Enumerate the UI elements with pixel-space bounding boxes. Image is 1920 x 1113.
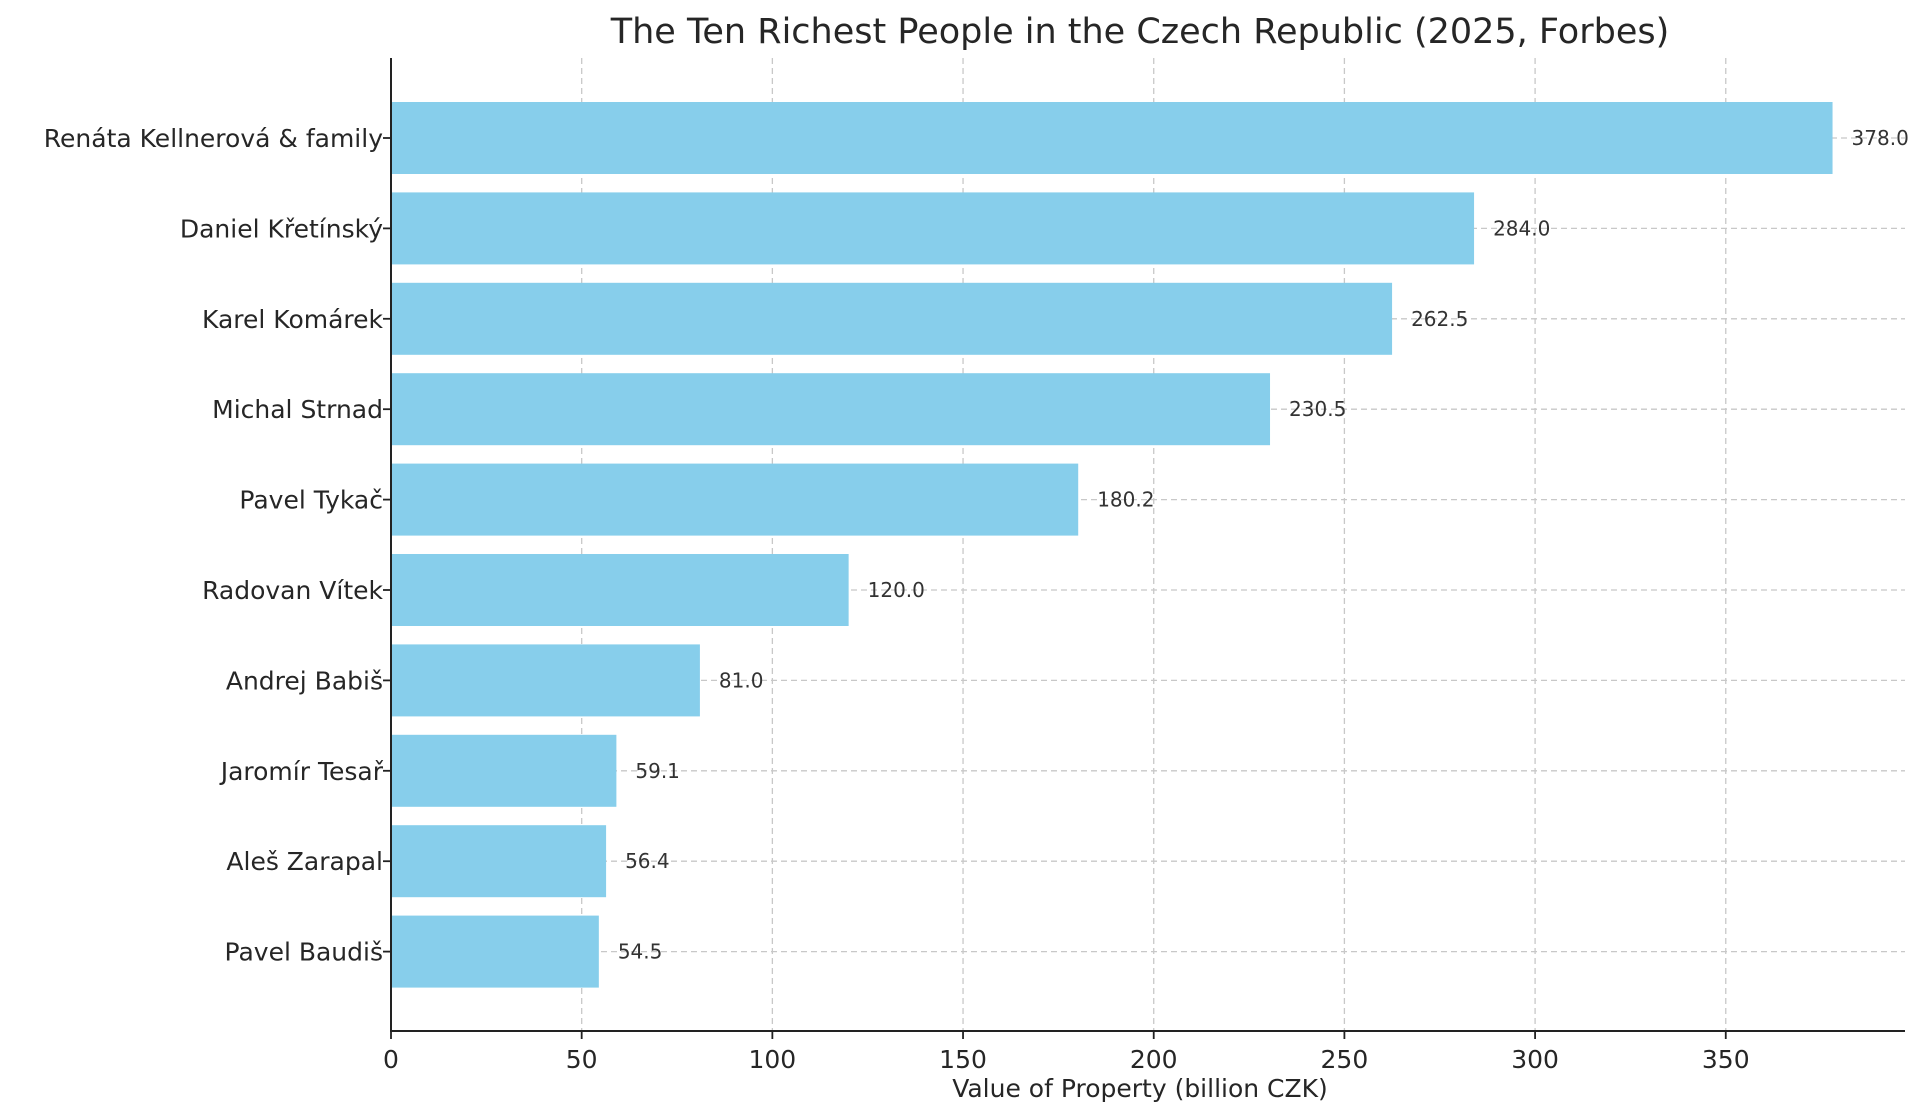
bar	[391, 463, 1079, 536]
bar-value-label: 262.5	[1411, 307, 1468, 331]
x-axis-label: Value of Property (billion CZK)	[952, 1074, 1328, 1103]
y-tick-label: Daniel Křetínský	[180, 214, 383, 243]
y-tick-label: Renáta Kellnerová & family	[44, 124, 383, 153]
bar	[391, 915, 599, 988]
bar-value-label: 120.0	[868, 578, 925, 602]
bar-value-label: 284.0	[1493, 216, 1550, 240]
x-tick-label: 150	[939, 1045, 987, 1074]
bar-value-label: 54.5	[618, 940, 663, 964]
chart-title: The Ten Richest People in the Czech Repu…	[610, 12, 1670, 52]
bars	[391, 102, 1833, 988]
x-tick-label: 250	[1321, 1045, 1369, 1074]
x-tick-label: 0	[383, 1045, 399, 1074]
y-tick-label: Andrej Babiš	[226, 666, 383, 695]
bar	[391, 734, 617, 807]
labels: 0 50 100 150 200 250 300 350 Renáta Kellnerová &…	[44, 124, 1909, 1074]
bar	[391, 102, 1833, 174]
x-tick-label: 100	[749, 1045, 797, 1074]
bar-value-label: 378.0	[1852, 126, 1909, 150]
bar-value-label: 59.1	[635, 759, 680, 783]
bar	[391, 192, 1475, 265]
y-tick-label: Pavel Baudiš	[225, 938, 384, 967]
bar	[391, 373, 1271, 446]
axes	[383, 58, 1905, 1039]
y-tick-label: Jaromír Tesař	[219, 757, 384, 786]
x-tick-label: 300	[1511, 1045, 1559, 1074]
y-tick-label: Pavel Tykač	[239, 486, 383, 515]
x-tick-label: 350	[1702, 1045, 1750, 1074]
bar	[391, 644, 700, 717]
x-tick-label: 50	[566, 1045, 598, 1074]
bar	[391, 282, 1393, 355]
y-tick-label: Radovan Vítek	[202, 576, 383, 605]
y-tick-label: Michal Strnad	[212, 395, 383, 424]
bar-value-label: 56.4	[625, 849, 670, 873]
bar-value-label: 81.0	[719, 668, 764, 692]
bar	[391, 554, 849, 626]
x-tick-label: 200	[1130, 1045, 1178, 1074]
bar-value-label: 230.5	[1289, 397, 1346, 421]
y-tick-label: Karel Komárek	[202, 305, 384, 334]
bar	[391, 825, 607, 898]
bar-value-label: 180.2	[1097, 488, 1154, 512]
y-tick-label: Aleš Zarapal	[226, 847, 383, 876]
